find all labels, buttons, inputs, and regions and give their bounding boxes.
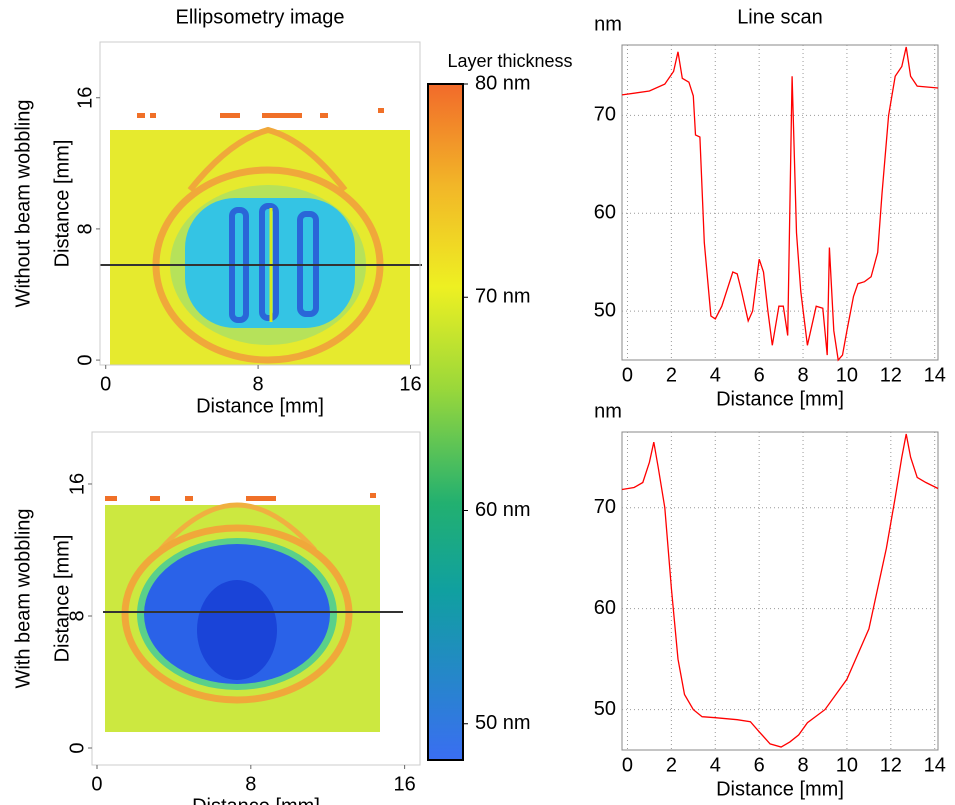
column-title: Line scan: [737, 6, 823, 28]
x-tick-label: 12: [880, 754, 902, 776]
y-tick-label: 50: [594, 698, 616, 720]
x-tick-label: 8: [245, 773, 256, 795]
y-tick-label: 8: [66, 610, 88, 621]
y-tick-label: 70: [594, 104, 616, 126]
x-tick-label: 0: [622, 364, 633, 386]
x-tick-label: 10: [836, 364, 858, 386]
x-tick-label: 2: [666, 754, 677, 776]
x-tick-label: 8: [253, 373, 264, 395]
plot-frame: [621, 431, 939, 751]
colorbar-tick-label: 80 nm: [475, 72, 531, 94]
x-tick-label: 14: [924, 364, 946, 386]
x-axis-label: Distance [mm]: [716, 778, 844, 800]
ellipsometry-image-top: [100, 108, 422, 365]
x-axis-label: Distance [mm]: [192, 795, 320, 805]
y-tick-label: 16: [74, 87, 96, 109]
y-axis-label: nm: [594, 13, 622, 35]
x-tick-label: 8: [797, 754, 808, 776]
y-tick-label: 8: [74, 223, 96, 234]
x-tick-label: 6: [754, 754, 765, 776]
x-axis-label: Distance [mm]: [196, 395, 324, 417]
colorbar-tick-label: 50 nm: [475, 712, 531, 734]
y-tick-label: 70: [594, 496, 616, 518]
colorbar-tick-label: 70 nm: [475, 286, 531, 308]
x-tick-label: 0: [622, 754, 633, 776]
y-tick-label: 0: [66, 742, 88, 753]
x-tick-label: 10: [836, 754, 858, 776]
ellipsometry-image-bottom: [103, 493, 403, 732]
x-tick-label: 0: [100, 373, 111, 395]
line-series: [621, 433, 939, 748]
x-tick-label: 16: [393, 773, 415, 795]
plot-frame: [621, 44, 939, 361]
column-title: Ellipsometry image: [176, 6, 345, 28]
plot-frame: [91, 431, 421, 766]
x-tick-label: 8: [797, 364, 808, 386]
x-axis-label: Distance [mm]: [716, 388, 844, 410]
row-label: Without beam wobbling: [12, 100, 34, 308]
y-axis-label: nm: [594, 400, 622, 422]
x-tick-label: 16: [399, 373, 421, 395]
x-tick-label: 12: [880, 364, 902, 386]
x-tick-label: 6: [754, 364, 765, 386]
colorbar: [427, 83, 464, 761]
colorbar-tick-label: 60 nm: [475, 499, 531, 521]
x-tick-label: 4: [710, 364, 721, 386]
x-tick-label: 2: [666, 364, 677, 386]
y-tick-label: 60: [594, 202, 616, 224]
y-tick-label: 50: [594, 299, 616, 321]
plot-frame: [99, 41, 421, 366]
line-series: [621, 46, 939, 362]
x-tick-label: 0: [91, 773, 102, 795]
y-tick-label: 16: [66, 473, 88, 495]
x-tick-label: 14: [924, 754, 946, 776]
y-tick-label: 60: [594, 597, 616, 619]
x-tick-label: 4: [710, 754, 721, 776]
y-tick-label: 0: [74, 355, 96, 366]
colorbar-title: Layer thickness: [447, 51, 572, 71]
row-label: With beam wobbling: [12, 508, 34, 688]
y-axis-label: Distance [mm]: [51, 535, 73, 663]
y-axis-label: Distance [mm]: [51, 140, 73, 268]
